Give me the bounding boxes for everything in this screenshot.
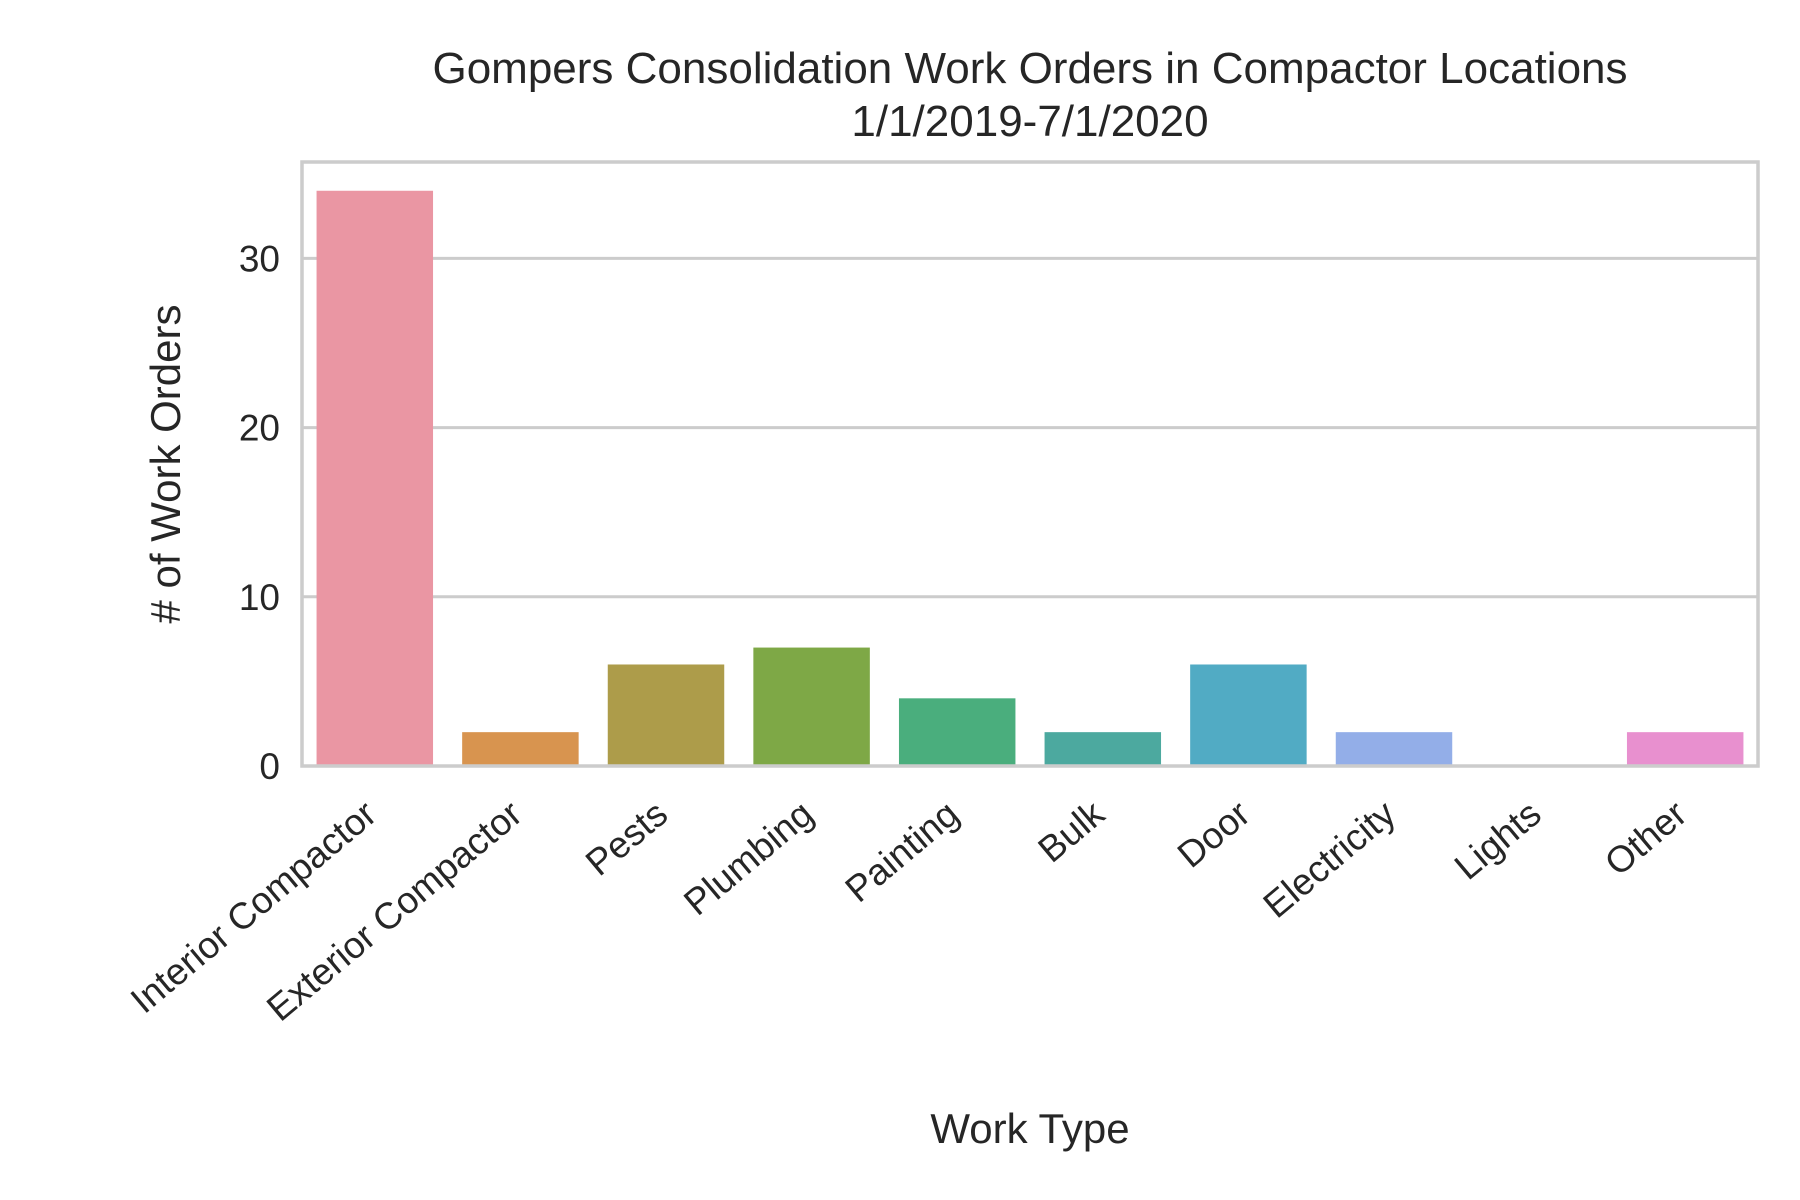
x-tick-label: Exterior Compactor (259, 793, 530, 1029)
bar (1626, 732, 1744, 766)
x-tick-label: Other (1597, 793, 1694, 884)
x-tick-label: Plumbing (676, 793, 821, 924)
gridlines (302, 256, 1758, 599)
x-tick-label: Bulk (1030, 792, 1112, 870)
bar (462, 732, 579, 766)
x-tick-label: Pests (578, 793, 675, 884)
y-tick-label: 20 (239, 408, 280, 449)
bar (316, 190, 434, 766)
chart-subtitle: 1/1/2019-7/1/2020 (851, 97, 1208, 146)
x-axis-label: Work Type (930, 1105, 1129, 1152)
bar (1335, 732, 1453, 766)
bar (607, 664, 725, 766)
y-tick-label: 0 (259, 746, 280, 787)
chart-title: Gompers Consolidation Work Orders in Com… (432, 44, 1627, 93)
y-axis-ticks: 0 10 20 30 (239, 238, 280, 787)
bar (1190, 664, 1307, 766)
bar (753, 647, 870, 766)
x-tick-label: Painting (838, 793, 967, 910)
x-tick-label: Lights (1447, 793, 1549, 888)
bar (898, 698, 1016, 766)
x-tick-label: Interior Compactor (123, 793, 384, 1021)
bar (1044, 732, 1162, 766)
plot-frame (300, 160, 1760, 768)
y-axis-label: # of Work Orders (142, 305, 189, 624)
y-tick-label: 10 (239, 577, 280, 618)
bars (316, 190, 1744, 766)
x-tick-label: Electricity (1256, 792, 1404, 925)
y-tick-label: 30 (239, 238, 280, 279)
x-tick-label: Door (1170, 793, 1258, 876)
